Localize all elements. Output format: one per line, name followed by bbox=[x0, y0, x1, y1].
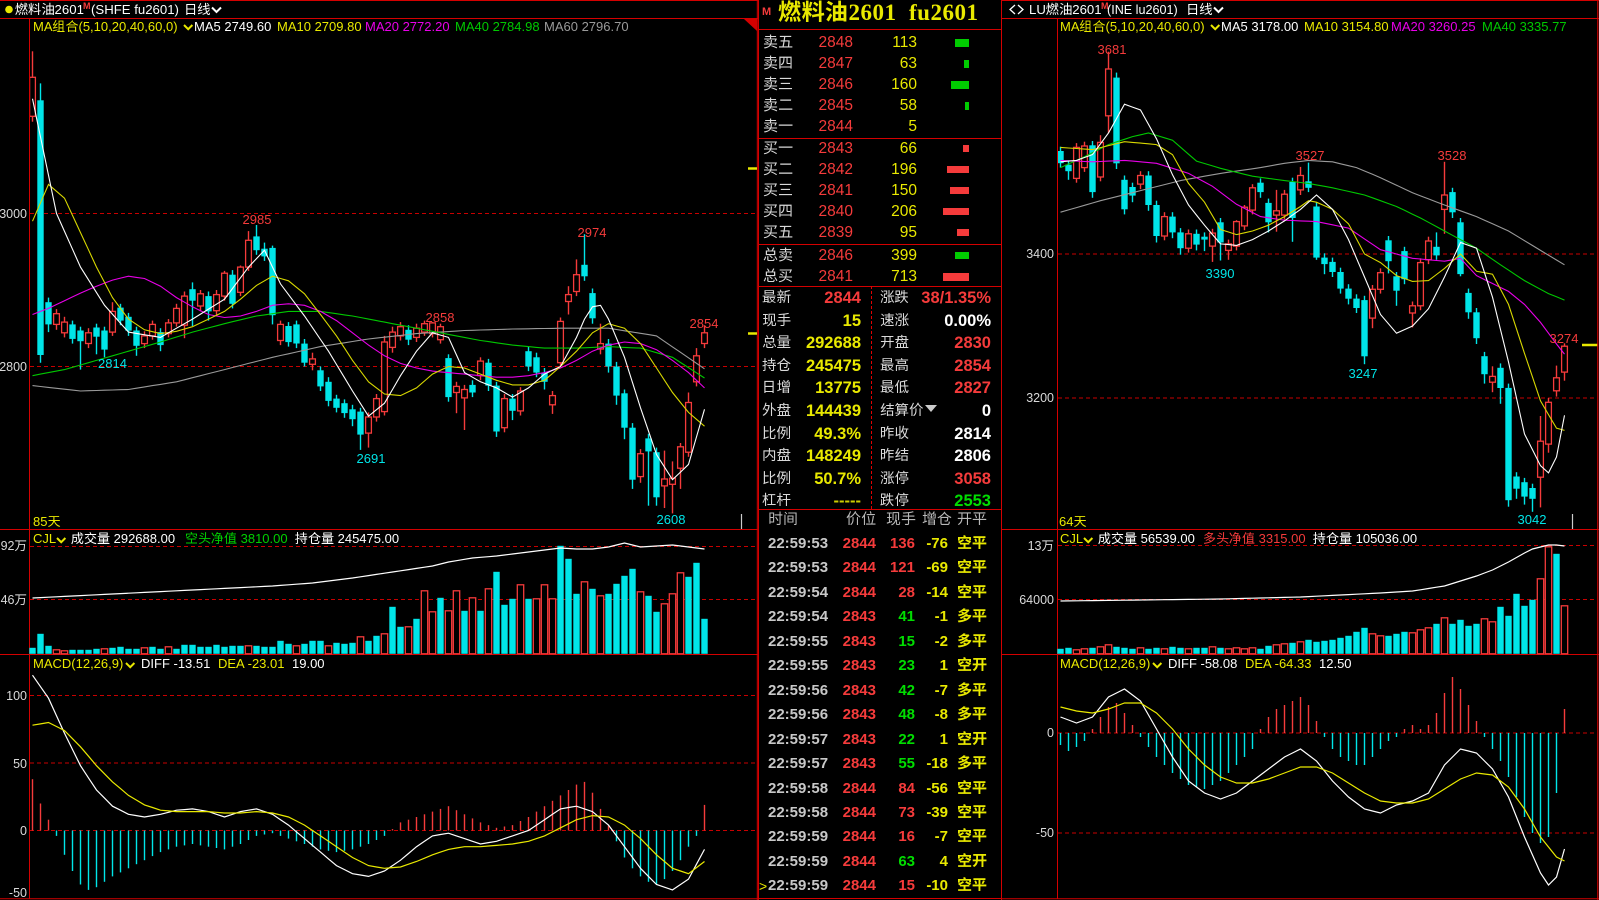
svg-text:-50: -50 bbox=[1036, 826, 1054, 840]
svg-text:MA20 3260.25: MA20 3260.25 bbox=[1391, 19, 1476, 34]
svg-text:(INE lu2601): (INE lu2601) bbox=[1107, 3, 1178, 17]
svg-text:DEA -64.33: DEA -64.33 bbox=[1245, 656, 1312, 671]
svg-text:19.00: 19.00 bbox=[292, 656, 325, 671]
svg-text:DEA -23.01: DEA -23.01 bbox=[218, 656, 285, 671]
svg-text:CJL: CJL bbox=[1060, 531, 1083, 546]
svg-text:-50: -50 bbox=[9, 886, 27, 900]
svg-text:M: M bbox=[83, 1, 91, 11]
svg-text:0: 0 bbox=[20, 824, 27, 838]
svg-text:2814: 2814 bbox=[98, 356, 127, 371]
svg-text:M: M bbox=[1101, 1, 1109, 11]
svg-text:3274: 3274 bbox=[1550, 331, 1579, 346]
svg-text:日线: 日线 bbox=[1186, 2, 1212, 17]
svg-text:64000: 64000 bbox=[1019, 593, 1054, 607]
svg-text:3000: 3000 bbox=[0, 207, 27, 221]
svg-text:3247: 3247 bbox=[1349, 366, 1378, 381]
svg-text:持仓量 105036.00: 持仓量 105036.00 bbox=[1313, 531, 1417, 546]
svg-text:MA10 2709.80: MA10 2709.80 bbox=[277, 19, 362, 34]
svg-text:燃料油2601: 燃料油2601 bbox=[15, 2, 84, 17]
svg-text:3527: 3527 bbox=[1296, 148, 1325, 163]
svg-text:CJL: CJL bbox=[33, 531, 56, 546]
svg-text:85天: 85天 bbox=[33, 514, 60, 529]
svg-text:2800: 2800 bbox=[0, 360, 27, 374]
svg-text:2854: 2854 bbox=[690, 316, 719, 331]
svg-text:2974: 2974 bbox=[578, 225, 607, 240]
svg-text:92万: 92万 bbox=[1, 539, 27, 553]
svg-text:2608: 2608 bbox=[657, 512, 686, 527]
svg-text:MA5 2749.60: MA5 2749.60 bbox=[194, 19, 271, 34]
svg-text:持仓量 245475.00: 持仓量 245475.00 bbox=[295, 531, 399, 546]
svg-text:3400: 3400 bbox=[1026, 247, 1054, 261]
svg-text:100: 100 bbox=[6, 689, 27, 703]
svg-text:2858: 2858 bbox=[426, 310, 455, 325]
svg-text:MACD(12,26,9): MACD(12,26,9) bbox=[33, 656, 123, 671]
svg-text:3528: 3528 bbox=[1438, 148, 1467, 163]
svg-text:13万: 13万 bbox=[1028, 539, 1054, 553]
svg-text:日线: 日线 bbox=[184, 2, 210, 17]
svg-text:3200: 3200 bbox=[1026, 391, 1054, 405]
svg-text:MA5 3178.00: MA5 3178.00 bbox=[1221, 19, 1298, 34]
svg-text:成交量 292688.00: 成交量 292688.00 bbox=[71, 531, 175, 546]
svg-text:LU燃油2601: LU燃油2601 bbox=[1029, 2, 1102, 17]
svg-text:多头净值 3315.00: 多头净值 3315.00 bbox=[1203, 531, 1306, 546]
svg-text:64天: 64天 bbox=[1059, 514, 1086, 529]
svg-text:MA60 2796.70: MA60 2796.70 bbox=[544, 19, 629, 34]
svg-text:46万: 46万 bbox=[1, 593, 27, 607]
svg-text:MA40 3335.77: MA40 3335.77 bbox=[1482, 19, 1567, 34]
svg-text:MACD(12,26,9): MACD(12,26,9) bbox=[1060, 656, 1150, 671]
svg-text:12.50: 12.50 bbox=[1319, 656, 1352, 671]
svg-text:MA组合(5,10,20,40,60,0): MA组合(5,10,20,40,60,0) bbox=[33, 19, 178, 34]
svg-text:MA10 3154.80: MA10 3154.80 bbox=[1304, 19, 1389, 34]
svg-text:(SHFE fu2601): (SHFE fu2601) bbox=[91, 2, 179, 17]
svg-text:MA组合(5,10,20,40,60,0): MA组合(5,10,20,40,60,0) bbox=[1060, 19, 1205, 34]
svg-text:MA20 2772.20: MA20 2772.20 bbox=[365, 19, 450, 34]
svg-text:3681: 3681 bbox=[1098, 42, 1127, 57]
svg-text:3042: 3042 bbox=[1518, 512, 1547, 527]
svg-text:MA40 2784.98: MA40 2784.98 bbox=[455, 19, 540, 34]
svg-text:50: 50 bbox=[13, 757, 27, 771]
svg-text:成交量 56539.00: 成交量 56539.00 bbox=[1098, 531, 1195, 546]
svg-text:空头净值 3810.00: 空头净值 3810.00 bbox=[185, 531, 288, 546]
svg-text:3390: 3390 bbox=[1206, 266, 1235, 281]
svg-text:2985: 2985 bbox=[243, 212, 272, 227]
svg-text:0: 0 bbox=[1047, 726, 1054, 740]
svg-text:DIFF -58.08: DIFF -58.08 bbox=[1168, 656, 1237, 671]
svg-text:2691: 2691 bbox=[357, 451, 386, 466]
svg-text:DIFF -13.51: DIFF -13.51 bbox=[141, 656, 210, 671]
